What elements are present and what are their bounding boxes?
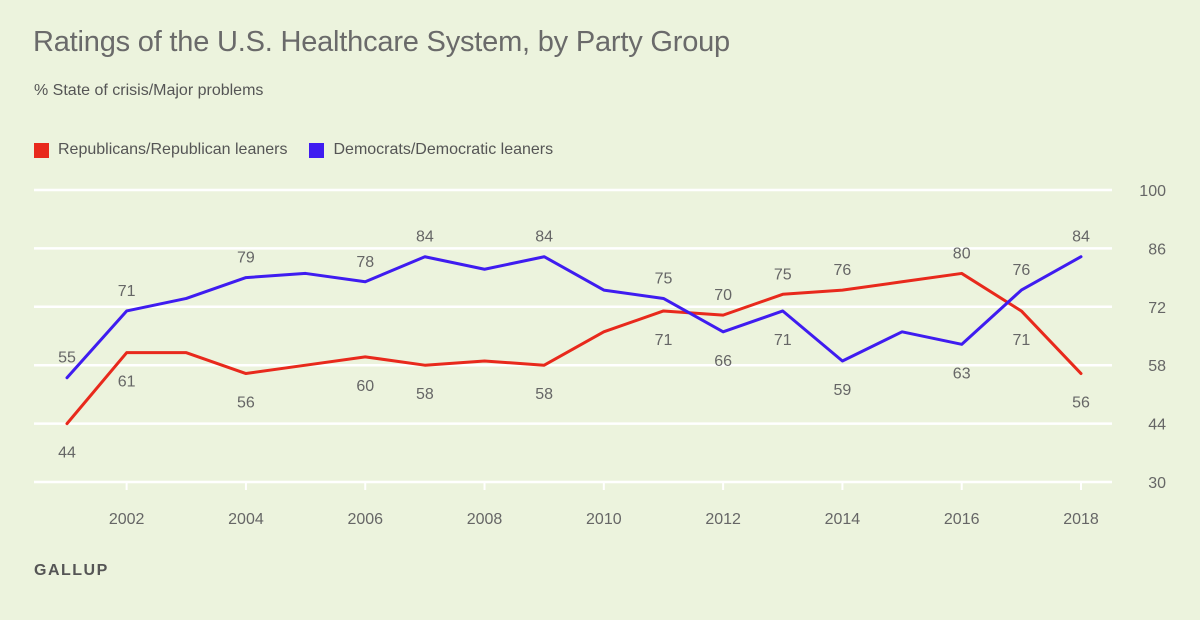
gallup-brand: GALLUP [34,562,109,579]
data-label-democrats-2012: 66 [714,353,732,370]
data-label-republicans-2018: 56 [1072,395,1090,412]
data-label-democrats-2013: 71 [774,332,792,349]
legend-swatch-democrats [309,142,325,158]
y-tick-label-72: 72 [1148,300,1166,317]
chart-title: Ratings of the U.S. Healthcare System, b… [33,26,730,58]
data-label-democrats-2006: 78 [356,254,374,271]
series-lines [65,255,1083,426]
data-labels: 44 61 56 60 58 58 71 70 75 76 80 71 56 55 71 79 78 84 84 75… [58,229,1090,462]
x-tick-label-2016: 2016 [944,511,980,528]
data-label-democrats-2009: 84 [535,229,553,246]
data-label-republicans-2017: 71 [1012,332,1030,349]
data-label-republicans-2016: 80 [953,245,971,262]
chart-subtitle: % State of crisis/Major problems [34,82,264,99]
data-label-republicans-2007: 58 [416,386,434,403]
data-label-republicans-2014: 76 [834,262,852,279]
legend-item-republicans: Republicans/Republican leaners [34,141,287,159]
series-line-democrats [65,255,1083,380]
x-tick-label-2010: 2010 [586,511,622,528]
data-label-republicans-2011: 71 [655,332,673,349]
data-label-democrats-2001: 55 [58,350,76,367]
data-label-democrats-2011: 75 [655,270,673,287]
data-label-democrats-2007: 84 [416,229,434,246]
data-label-republicans-2009: 58 [535,386,553,403]
data-label-republicans-2002: 61 [118,374,136,391]
series-line-republicans [65,271,1083,426]
x-tick-label-2012: 2012 [705,511,741,528]
data-label-republicans-2013: 75 [774,266,792,283]
y-tick-label-44: 44 [1148,417,1166,434]
x-tick-label-2004: 2004 [228,511,264,528]
grid-lines [34,188,1112,484]
y-tick-label-30: 30 [1148,475,1166,492]
data-label-democrats-2002: 71 [118,283,136,300]
data-label-democrats-2016: 63 [953,365,971,382]
data-label-republicans-2006: 60 [356,378,374,395]
x-tick-label-2018: 2018 [1063,511,1099,528]
data-label-democrats-2014: 59 [834,382,852,399]
y-tick-label-58: 58 [1148,358,1166,375]
x-tick-label-2008: 2008 [467,511,503,528]
x-tick-label-2014: 2014 [825,511,861,528]
x-tick-label-2006: 2006 [347,511,383,528]
data-label-democrats-2017: 76 [1012,262,1030,279]
legend: Republicans/Republican leaners Democrats… [34,141,553,159]
y-axis-ticks: 30 44 58 72 86 100 [1139,183,1166,492]
legend-swatch-republicans [34,142,49,158]
x-tick-label-2002: 2002 [109,511,145,528]
data-label-republicans-2001: 44 [58,445,76,462]
x-axis-ticks: 2002 2004 2006 2008 2010 2012 2014 2016 2018 [109,482,1099,528]
y-tick-label-86: 86 [1148,241,1166,258]
legend-label-democrats: Democrats/Democratic leaners [333,141,554,158]
legend-label-republicans: Republicans/Republican leaners [58,141,288,158]
data-label-democrats-2004: 79 [237,250,255,267]
data-label-republicans-2012: 70 [714,287,732,304]
legend-item-democrats: Democrats/Democratic leaners [309,141,553,159]
data-label-republicans-2004: 56 [237,395,255,412]
data-label-democrats-2018: 84 [1072,229,1090,246]
y-tick-label-100: 100 [1139,183,1166,200]
